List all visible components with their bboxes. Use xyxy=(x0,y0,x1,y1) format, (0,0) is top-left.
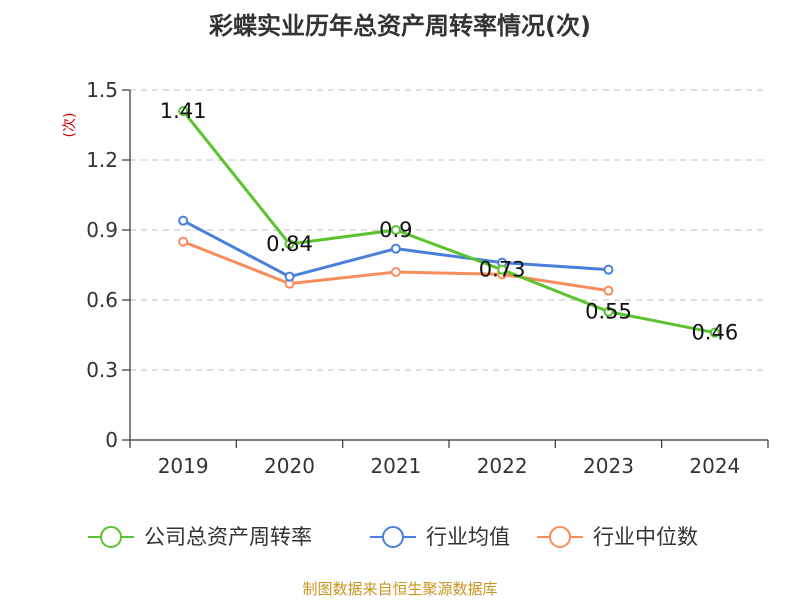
legend-label: 公司总资产周转率 xyxy=(144,525,312,549)
data-point xyxy=(709,327,720,338)
y-tick-label: 0.9 xyxy=(86,218,118,242)
x-tick-label: 2021 xyxy=(370,454,421,478)
data-point xyxy=(390,225,401,235)
data-point xyxy=(390,267,401,277)
series-line xyxy=(181,110,716,335)
data-point xyxy=(178,215,189,226)
x-tick-label: 2023 xyxy=(583,454,634,478)
source-note: 制图数据来自恒生聚源数据库 xyxy=(302,580,498,598)
data-point xyxy=(284,271,295,282)
series-lines xyxy=(178,106,720,338)
legend-marker xyxy=(382,526,404,548)
data-point xyxy=(284,239,295,249)
data-point xyxy=(603,285,614,296)
chart-title: 彩蝶实业历年总资产周转率情况(次) xyxy=(209,12,591,40)
data-point xyxy=(603,306,614,317)
x-tick-label: 2022 xyxy=(477,454,528,478)
x-tick-label: 2020 xyxy=(264,454,315,478)
grid-lines xyxy=(130,89,768,371)
axes: 0 0.3 0.6 0.9 1.2 1.5 2019 2020 2021 2022 2023 2024… xyxy=(62,78,769,478)
x-tick-label: 2019 xyxy=(158,454,209,478)
data-point xyxy=(497,264,508,275)
data-label: 0.9 xyxy=(379,218,412,242)
y-tick-label: 0.3 xyxy=(86,358,118,382)
data-label: 0.55 xyxy=(585,300,632,324)
y-axis-label: (次) xyxy=(62,113,78,138)
data-labels: 1.41 0.84 0.9 0.73 0.55 0.46 xyxy=(160,99,738,345)
data-label: 0.84 xyxy=(266,232,313,256)
y-tick-label: 0.6 xyxy=(86,288,118,312)
legend-label: 行业均值 xyxy=(426,525,510,549)
x-tick-label: 2024 xyxy=(689,454,740,478)
data-label: 0.73 xyxy=(479,258,526,282)
data-point xyxy=(390,243,401,254)
data-point xyxy=(603,264,614,275)
data-point xyxy=(178,106,189,116)
legend-marker xyxy=(549,526,571,548)
data-point xyxy=(178,236,189,247)
y-tick-label: 1.2 xyxy=(86,148,118,172)
legend: 公司总资产周转率 行业均值 行业中位数 xyxy=(88,525,698,549)
y-tick-label: 1.5 xyxy=(86,78,118,102)
legend-marker xyxy=(100,526,122,548)
data-label: 1.41 xyxy=(160,99,207,123)
y-tick-label: 0 xyxy=(105,428,118,452)
legend-label: 行业中位数 xyxy=(593,525,698,549)
data-label: 0.46 xyxy=(691,321,738,345)
